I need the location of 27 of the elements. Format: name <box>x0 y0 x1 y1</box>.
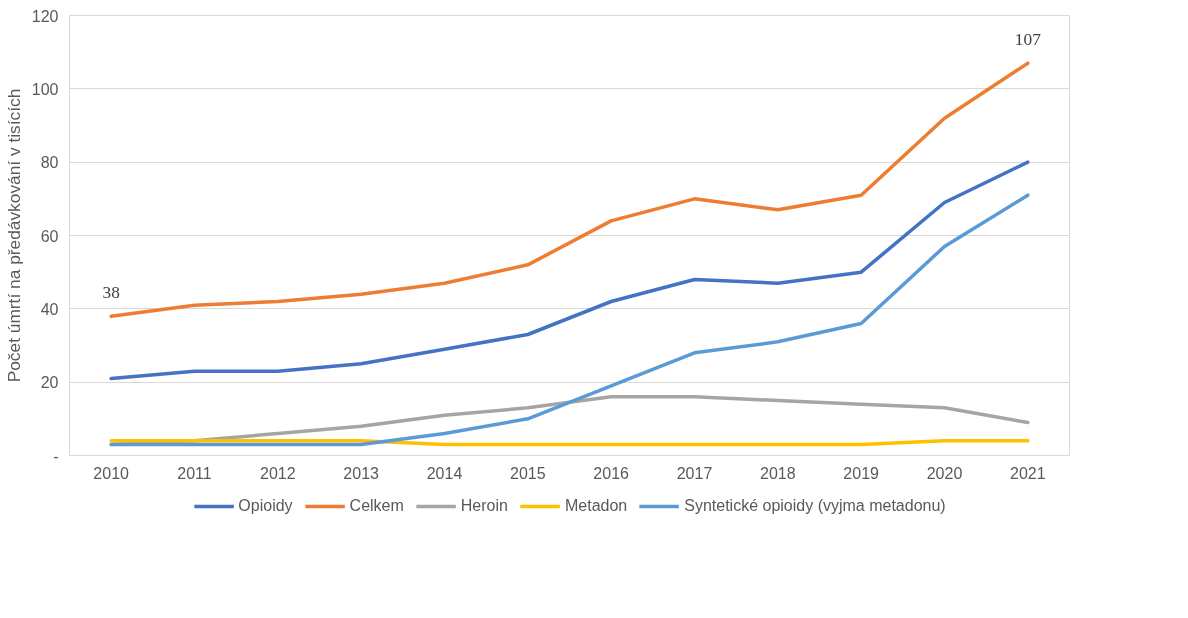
x-tick-label: 2010 <box>93 464 130 482</box>
x-tick-label: 2020 <box>926 464 963 482</box>
x-tick-label: 2015 <box>510 464 546 482</box>
x-tick-label: 2014 <box>426 464 463 482</box>
x-tick-label: 2012 <box>260 464 296 482</box>
x-tick-label: 2017 <box>676 464 713 482</box>
x-tick-label: 2018 <box>760 464 796 482</box>
data-label: 107 <box>1014 30 1042 50</box>
x-tick-label: 2019 <box>843 464 880 482</box>
legend-label: Opioidy <box>238 497 293 515</box>
y-tick-label: 80 <box>40 154 59 172</box>
y-tick-label: 60 <box>40 227 59 245</box>
data-label: 38 <box>102 283 120 303</box>
y-tick-label: 40 <box>40 300 59 318</box>
x-tick-label: 2013 <box>343 464 380 482</box>
y-tick-label: 20 <box>40 374 59 392</box>
y-tick-label: 100 <box>31 80 59 98</box>
x-tick-label: 2016 <box>593 464 630 482</box>
y-tick-label: - <box>53 447 59 465</box>
legend-label: Syntetické opioidy (vyjma metadonu) <box>684 497 946 515</box>
y-axis-title: Počet úmrtí na předávkování v tisících <box>3 88 24 383</box>
x-tick-label: 2021 <box>1010 464 1046 482</box>
x-tick-label: 2011 <box>177 464 212 482</box>
legend-label: Heroin <box>460 497 508 515</box>
legend-label: Metadon <box>564 497 628 515</box>
y-tick-label: 120 <box>31 7 59 25</box>
legend-label: Celkem <box>349 497 404 515</box>
